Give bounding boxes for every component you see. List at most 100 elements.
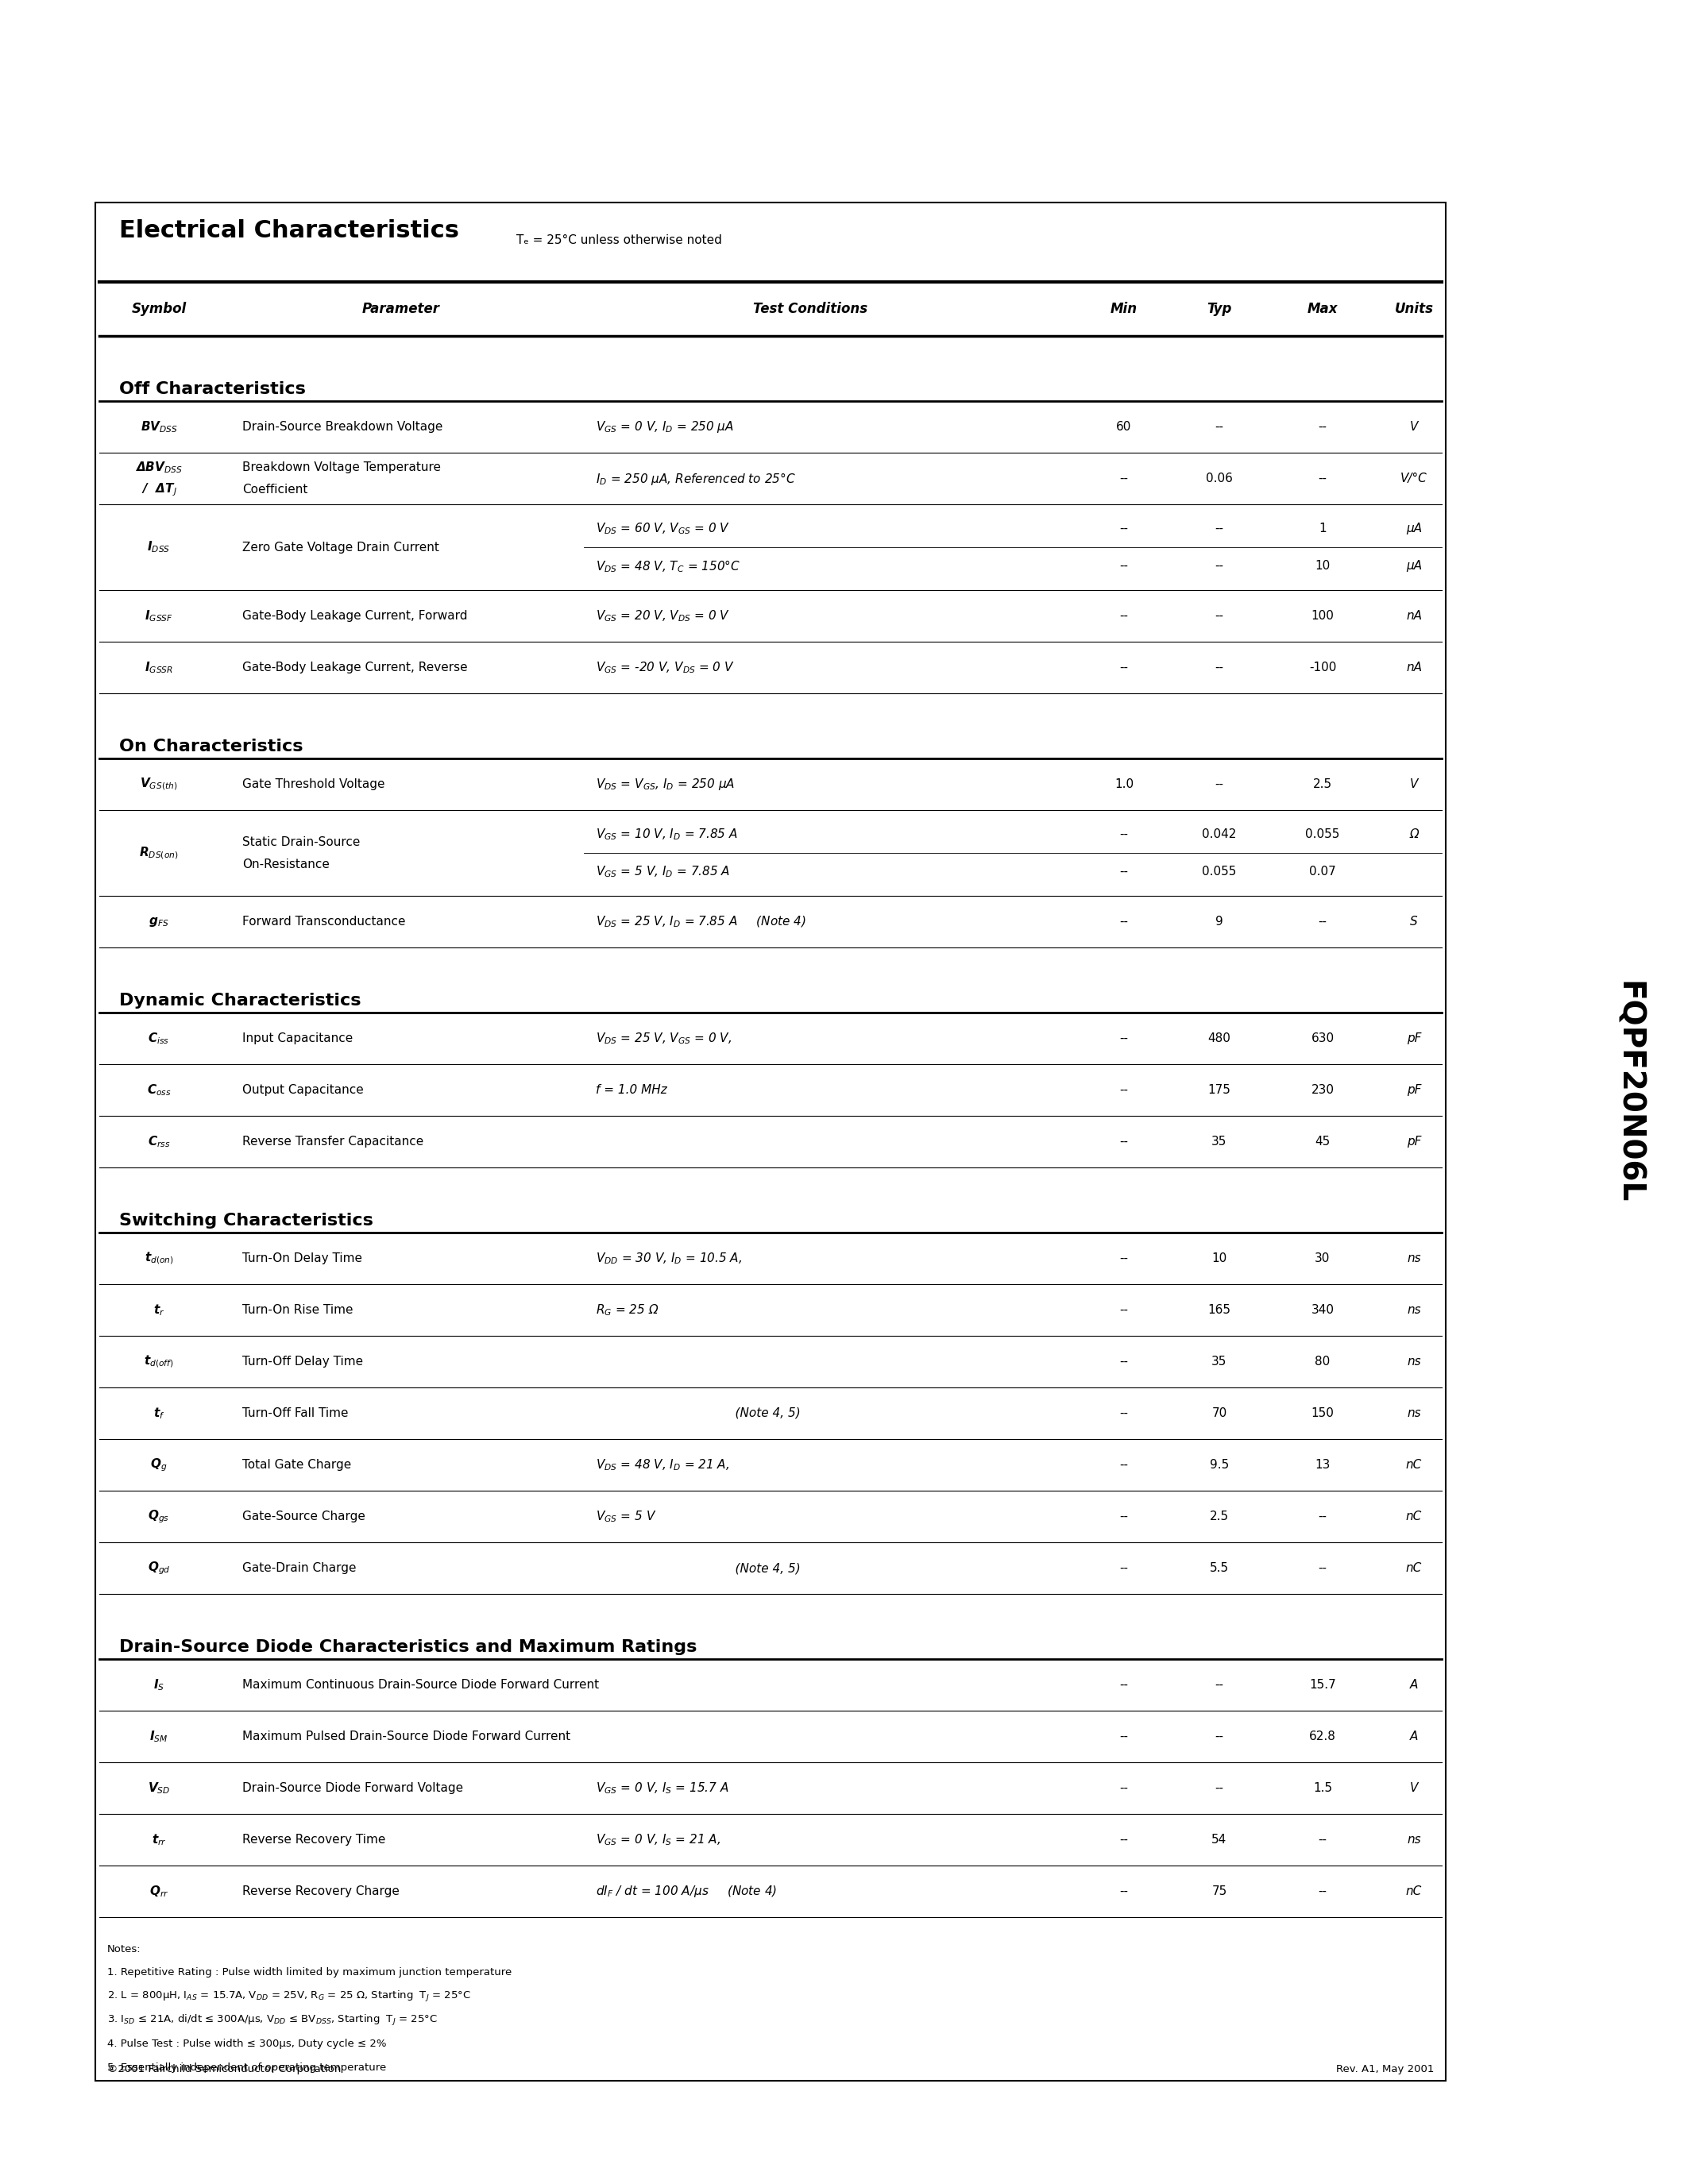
Text: --: -- [1119,1511,1128,1522]
Text: nA: nA [1406,609,1421,622]
Text: ns: ns [1408,1835,1421,1845]
Text: 35: 35 [1212,1136,1227,1147]
Text: nC: nC [1406,1459,1421,1470]
Text: Turn-On Delay Time: Turn-On Delay Time [243,1251,363,1265]
Text: V$_{GS}$ = 10 V, I$_{D}$ = 7.85 A: V$_{GS}$ = 10 V, I$_{D}$ = 7.85 A [596,828,738,841]
Text: V$_{GS}$ = 5 V: V$_{GS}$ = 5 V [596,1509,657,1524]
Text: 175: 175 [1209,1083,1231,1096]
Text: --: -- [1119,1033,1128,1044]
Text: 75: 75 [1212,1885,1227,1898]
Text: --: -- [1119,472,1128,485]
Text: I$_{GSSR}$: I$_{GSSR}$ [145,660,174,675]
Text: Turn-Off Delay Time: Turn-Off Delay Time [243,1356,363,1367]
Text: V$_{GS}$ = 5 V, I$_{D}$ = 7.85 A: V$_{GS}$ = 5 V, I$_{D}$ = 7.85 A [596,865,729,880]
Text: --: -- [1119,1730,1128,1743]
Text: 35: 35 [1212,1356,1227,1367]
Text: --: -- [1318,422,1327,432]
Text: nC: nC [1406,1511,1421,1522]
Text: --: -- [1318,915,1327,928]
Text: --: -- [1119,1562,1128,1575]
Text: V$_{DS}$ = 48 V, I$_{D}$ = 21 A,: V$_{DS}$ = 48 V, I$_{D}$ = 21 A, [596,1457,729,1472]
Text: (Note 4, 5): (Note 4, 5) [596,1562,800,1575]
Text: 1: 1 [1318,522,1327,535]
Text: --: -- [1119,609,1128,622]
Text: t$_{f}$: t$_{f}$ [154,1406,165,1420]
Text: --: -- [1119,1304,1128,1317]
Text: t$_{r}$: t$_{r}$ [154,1302,164,1317]
Text: C$_{oss}$: C$_{oss}$ [147,1083,170,1096]
Text: V$_{GS}$ = -20 V, V$_{DS}$ = 0 V: V$_{GS}$ = -20 V, V$_{DS}$ = 0 V [596,660,734,675]
Text: 45: 45 [1315,1136,1330,1147]
Text: --: -- [1318,1562,1327,1575]
Text: nC: nC [1406,1885,1421,1898]
Text: --: -- [1215,522,1224,535]
Text: pF: pF [1406,1083,1421,1096]
Text: ns: ns [1408,1251,1421,1265]
Text: Maximum Pulsed Drain-Source Diode Forward Current: Maximum Pulsed Drain-Source Diode Forwar… [243,1730,571,1743]
Text: --: -- [1215,422,1224,432]
Text: 9: 9 [1215,915,1224,928]
Text: Parameter: Parameter [363,301,441,317]
Text: f = 1.0 MHz: f = 1.0 MHz [596,1083,667,1096]
Bar [95,203,1445,2081]
Text: ns: ns [1408,1406,1421,1420]
Text: C$_{iss}$: C$_{iss}$ [149,1031,170,1046]
Text: C$_{rss}$: C$_{rss}$ [147,1133,170,1149]
Text: FQPF20N06L: FQPF20N06L [1614,981,1644,1203]
Text: --: -- [1318,1835,1327,1845]
Text: --: -- [1119,1356,1128,1367]
Text: Q$_{g}$: Q$_{g}$ [150,1457,167,1472]
Text: V$_{GS}$ = 0 V, I$_{S}$ = 21 A,: V$_{GS}$ = 0 V, I$_{S}$ = 21 A, [596,1832,721,1848]
Text: Forward Transconductance: Forward Transconductance [243,915,405,928]
Text: --: -- [1215,778,1224,791]
Text: --: -- [1119,1406,1128,1420]
Text: t$_{rr}$: t$_{rr}$ [152,1832,167,1848]
Text: V$_{DS}$ = 48 V, T$_{C}$ = 150°C: V$_{DS}$ = 48 V, T$_{C}$ = 150°C [596,559,741,574]
Text: Gate-Body Leakage Current, Reverse: Gate-Body Leakage Current, Reverse [243,662,468,673]
Text: V: V [1409,1782,1418,1793]
Text: I$_{S}$: I$_{S}$ [154,1677,164,1693]
Text: 80: 80 [1315,1356,1330,1367]
Text: 630: 630 [1312,1033,1334,1044]
Text: --: -- [1119,1835,1128,1845]
Text: 5. Essentially independent of operating temperature: 5. Essentially independent of operating … [108,2064,387,2073]
Text: 100: 100 [1312,609,1334,622]
Text: --: -- [1119,522,1128,535]
Text: ns: ns [1408,1304,1421,1317]
Text: Q$_{gd}$: Q$_{gd}$ [147,1559,170,1577]
Text: On Characteristics: On Characteristics [120,738,304,753]
Text: V/°C: V/°C [1401,472,1428,485]
Text: --: -- [1119,828,1128,841]
Text: 0.055: 0.055 [1305,828,1340,841]
Text: 340: 340 [1312,1304,1334,1317]
Text: Symbol: Symbol [132,301,186,317]
Text: μA: μA [1406,522,1421,535]
Text: 62.8: 62.8 [1310,1730,1337,1743]
Text: nC: nC [1406,1562,1421,1575]
Text: Units: Units [1394,301,1433,317]
Text: 1.5: 1.5 [1313,1782,1332,1793]
Text: --: -- [1119,1136,1128,1147]
Text: --: -- [1215,609,1224,622]
Text: V$_{GS}$ = 0 V, I$_{D}$ = 250 μA: V$_{GS}$ = 0 V, I$_{D}$ = 250 μA [596,419,734,435]
Text: Maximum Continuous Drain-Source Diode Forward Current: Maximum Continuous Drain-Source Diode Fo… [243,1679,599,1690]
Text: 0.07: 0.07 [1310,865,1335,878]
Text: 15.7: 15.7 [1310,1679,1335,1690]
Text: --: -- [1318,1511,1327,1522]
Text: Coefficient: Coefficient [243,483,307,496]
Text: Test Conditions: Test Conditions [753,301,868,317]
Text: V$_{DD}$ = 30 V, I$_{D}$ = 10.5 A,: V$_{DD}$ = 30 V, I$_{D}$ = 10.5 A, [596,1251,743,1267]
Text: --: -- [1215,662,1224,673]
Text: V$_{DS}$ = 25 V, V$_{GS}$ = 0 V,: V$_{DS}$ = 25 V, V$_{GS}$ = 0 V, [596,1031,733,1046]
Text: --: -- [1119,1459,1128,1470]
Text: 60: 60 [1116,422,1131,432]
Text: Total Gate Charge: Total Gate Charge [243,1459,351,1470]
Text: Turn-Off Fall Time: Turn-Off Fall Time [243,1406,348,1420]
Text: 230: 230 [1312,1083,1334,1096]
Text: --: -- [1119,865,1128,878]
Text: Rev. A1, May 2001: Rev. A1, May 2001 [1335,2064,1433,2075]
Text: On-Resistance: On-Resistance [243,858,329,869]
Text: --: -- [1119,915,1128,928]
Text: Ω: Ω [1409,828,1418,841]
Text: V: V [1409,422,1418,432]
